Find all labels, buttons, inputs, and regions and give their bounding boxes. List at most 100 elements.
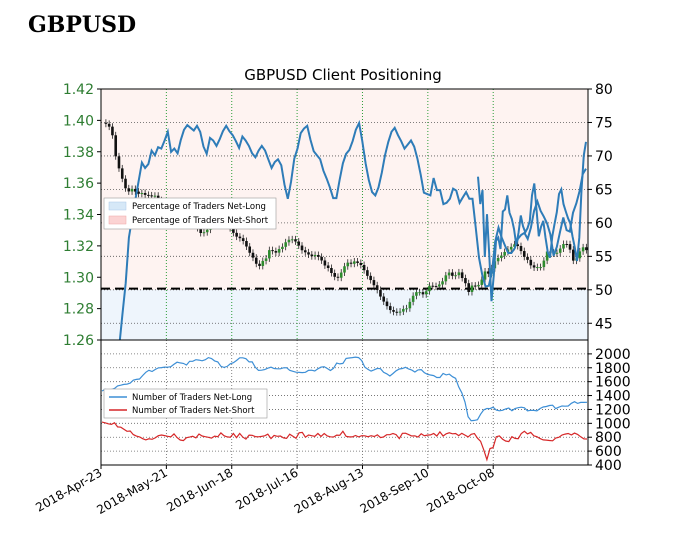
sentiment-tick-label: 50 [595,283,613,299]
candle-body [104,122,108,124]
candle-body [150,195,153,197]
candle-body [545,251,549,261]
candle-body [464,278,467,284]
candle-body [353,261,356,264]
count-tick-label: 1000 [595,416,631,432]
candle-body [558,248,562,253]
candle-body [114,135,118,157]
count-tick-label: 1200 [595,402,631,418]
count-tick-label: 600 [595,444,622,460]
count-tick-label: 800 [595,430,622,446]
count-tick-label: 1800 [595,361,631,377]
top-legend-box [103,197,277,230]
price-tick-label: 1.38 [63,145,94,161]
candle-body [317,254,320,257]
candle-body [526,256,529,260]
sentiment-tick-label: 65 [595,182,613,198]
candle-body [323,260,327,266]
candle-body [470,285,474,292]
candle-body [153,195,157,197]
candle-body [254,257,258,264]
price-tick-label: 1.26 [63,333,94,349]
candle-body [343,266,346,273]
candle-body [235,232,238,237]
candle-body [366,270,369,276]
date-tick-label: 2018-Jul-16 [233,465,300,512]
candle-body [147,194,150,196]
legend-label-net-long: Percentage of Traders Net-Long [132,202,266,212]
candle-body [111,126,114,136]
candle-body [428,285,431,292]
candle-body [539,267,542,269]
bottom-legend: Number of Traders Net-Long Number of Tra… [103,388,268,419]
candle-body [284,242,287,247]
candle-body [248,246,252,253]
candle-body [205,229,209,233]
candle-body [287,239,291,243]
candle-body [359,262,363,266]
candle-body [411,295,415,302]
candle-body [107,123,111,127]
candle-body [441,281,444,285]
candle-body [281,246,284,250]
candle-body [571,249,575,261]
candle-body [385,301,389,307]
traders-net-long-line [101,356,588,422]
price-tick-label: 1.40 [63,113,94,129]
candle-body [402,308,405,312]
candle-body [500,255,503,258]
candle-body [117,156,121,169]
candle-body [460,272,464,279]
candle-body [241,238,245,242]
candle-body [137,191,140,194]
candle-body [320,256,323,261]
count-tick-label: 1400 [595,389,631,405]
candle-body [271,250,274,252]
candle-body [300,245,304,251]
candle-body [516,244,520,247]
price-tick-label: 1.28 [63,302,94,318]
candle-body [346,262,350,267]
legend-label-traders-net-long: Number of Traders Net-Long [132,393,252,403]
price-tick-label: 1.42 [63,82,94,98]
candle-body [536,267,539,269]
candle-body [487,271,490,274]
price-axis-ticks: 1.42 1.40 1.38 1.36 1.34 1.32 1.30 1.28 1.26 [63,82,101,349]
date-tick-label: 2018-Oct-08 [424,465,496,515]
candle-body [264,258,268,261]
count-tick-label: 2000 [595,347,631,363]
legend-swatch-net-short [108,215,127,225]
candle-body [434,286,438,288]
candle-body [542,260,546,268]
candle-body [303,250,307,253]
candle-body [513,244,516,247]
candle-body [415,292,418,296]
candle-body [496,257,500,262]
candle-body [382,296,386,302]
candle-body [268,250,271,259]
candle-body [134,188,137,192]
count-tick-label: 1600 [595,375,631,391]
date-axis-ticks: 2018-Apr-232018-May-212018-Jun-182018-Ju… [33,465,497,517]
candle-body [395,311,399,313]
candle-body [431,285,435,287]
candle-body [307,252,310,255]
candle-body [532,265,536,268]
candle-body [555,252,559,254]
candle-body [369,275,372,281]
candle-body [202,232,206,234]
candle-body [290,239,294,241]
sentiment-tick-label: 60 [595,216,613,232]
candle-body [362,265,366,271]
legend-label-net-short: Percentage of Traders Net-Short [132,216,269,226]
candle-body [375,285,379,290]
price-tick-label: 1.32 [63,239,94,255]
bottom-panel-frame [100,339,589,466]
candle-body [437,284,441,287]
sentiment-tick-label: 80 [595,82,613,98]
sentiment-tick-label: 70 [595,149,613,165]
pct-net-long-segment-line [477,141,587,302]
